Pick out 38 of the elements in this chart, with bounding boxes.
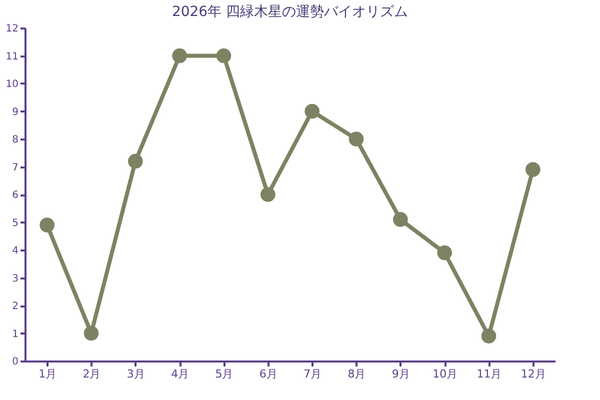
point (128, 154, 143, 169)
point (348, 132, 364, 146)
point (437, 245, 452, 260)
point (260, 187, 276, 202)
point (393, 212, 408, 227)
x-tick-label: 11月 (476, 368, 502, 380)
y-tick-label: 6 (12, 190, 18, 201)
y-tick-label: 1 (12, 328, 18, 340)
y-tick-label: 3 (12, 273, 18, 284)
y-tick-label: 8 (12, 134, 18, 146)
chart-title: 2026年 四緑木星の運勢バイオリズム (172, 4, 408, 20)
point (216, 48, 232, 64)
x-tick-label: 4月 (171, 368, 190, 380)
y-tick-label: 5 (12, 218, 18, 229)
point (84, 326, 99, 341)
y-tick-label: 9 (12, 106, 18, 118)
point (526, 162, 540, 177)
x-tick-label: 7月 (304, 368, 322, 380)
point (40, 218, 54, 232)
y-tick-label: 7 (12, 162, 18, 174)
y-tick-label: 0 (12, 356, 18, 368)
x-tick-label: 3月 (126, 368, 145, 380)
x-tick-label: 10月 (432, 368, 458, 380)
x-tick-label: 2月 (82, 368, 101, 380)
x-tick-label: 6月 (259, 368, 278, 380)
x-tick-label: 1月 (38, 368, 57, 380)
point (172, 48, 187, 64)
point (481, 328, 496, 344)
y-tick-label: 4 (12, 246, 18, 256)
x-tick-label: 9月 (392, 368, 410, 380)
y-tick-label: 2 (12, 301, 18, 312)
x-tick-label: 8月 (348, 368, 366, 380)
y-tick-label: 11 (6, 51, 18, 62)
point (304, 104, 320, 119)
y-tick-label: 12 (6, 24, 18, 34)
y-tick-label: 10 (6, 79, 18, 90)
x-tick-label: 12月 (520, 368, 546, 380)
x-tick-label: 5月 (215, 368, 234, 380)
